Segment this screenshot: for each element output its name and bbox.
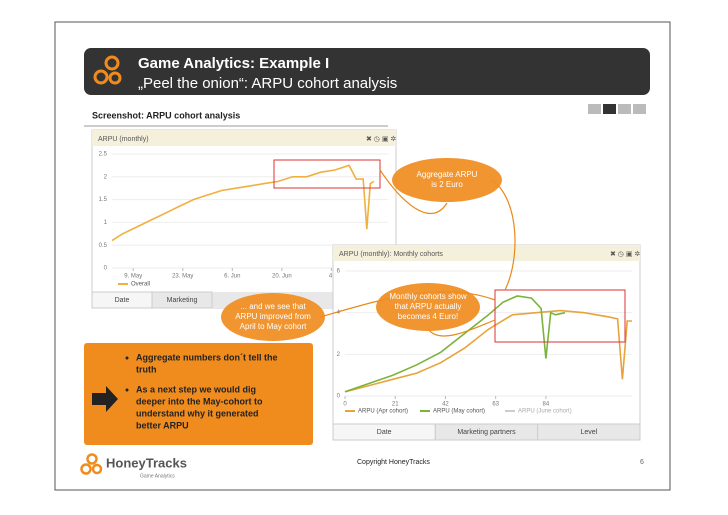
tab (151, 291, 213, 309)
bullet-text: truth (136, 364, 157, 374)
y-tick-label: 1 (104, 220, 108, 226)
y-tick-label: 2.5 (99, 152, 108, 158)
x-tick-label: 21 (392, 402, 399, 408)
tab-label: Date (377, 429, 392, 436)
callout-bubble (376, 283, 480, 331)
page-number: 6 (640, 459, 644, 466)
tab (537, 423, 641, 441)
y-tick-label: 2 (337, 352, 341, 358)
footer-logo (80, 453, 103, 475)
callout-arrow (427, 319, 496, 337)
line-series (344, 309, 632, 393)
bullet-text: Aggregate numbers don´t tell the (136, 352, 278, 362)
highlight-box (494, 289, 626, 343)
panel-icons: ✖ ◷ ▣ ✲ (610, 250, 640, 258)
panel-title: ARPU (monthly): Monthly cohorts (339, 251, 443, 258)
bullet-text: deeper into the May-cohort to (136, 396, 263, 406)
panel-title: ARPU (monthly) (98, 136, 149, 143)
x-tick-label: 6. Jun (224, 274, 240, 280)
bullet-text: understand why it generated (136, 408, 259, 418)
callout-text: becomes 4 Euro! (398, 312, 458, 321)
y-tick-label: 2 (104, 174, 108, 180)
legend-label: ARPU (June cohort) (518, 409, 572, 415)
callout-text: that ARPU actually (395, 302, 462, 311)
bullet-text: As a next step we would dig (136, 384, 256, 394)
y-tick-label: 0 (337, 394, 341, 400)
tab-label: Marketing (167, 297, 198, 304)
x-tick-label: 42 (442, 402, 449, 408)
bullet-dot (125, 356, 129, 360)
x-tick-label: 20. Jun (272, 274, 292, 280)
footer-logo-text: HoneyTracks (106, 455, 187, 470)
summary-box (84, 343, 313, 445)
x-tick-label: 84 (543, 402, 550, 408)
legend-label: ARPU (Apr cohort) (358, 409, 408, 415)
y-tick-label: 1.5 (99, 197, 108, 203)
callout-text: Aggregate ARPU (417, 170, 478, 179)
header-subtitle: „Peel the onion“: ARPU cohort analysis (138, 75, 397, 92)
header-bar (84, 48, 650, 95)
callout-text: Monthly cohorts show (389, 292, 467, 301)
y-tick-label: 0.5 (99, 243, 108, 249)
x-tick-label: 0 (343, 402, 347, 408)
callout-bubble (392, 158, 502, 202)
tab-label: Marketing partners (457, 429, 516, 436)
copyright: Copyright HoneyTracks (357, 459, 430, 466)
header-logo (93, 55, 122, 85)
line-series (111, 164, 375, 242)
tab-label: Level (580, 429, 597, 436)
chart-panel: ARPU (monthly): Monthly cohorts ✖ ◷ ▣ ✲ 0 2… (332, 244, 641, 441)
callout-text: ARPU improved from (235, 312, 311, 321)
highlight-box (273, 159, 381, 189)
panel-icons: ✖ ◷ ▣ ✲ (366, 135, 396, 143)
panel-header (333, 245, 640, 261)
x-tick-label: 23. May (172, 274, 193, 280)
panel-header (92, 130, 396, 146)
legend-label: Overall (131, 282, 150, 288)
tab-label: Date (115, 297, 130, 304)
x-tick-label: 9. May (124, 274, 142, 280)
callout-text: April to May cohort (240, 322, 307, 331)
section-label: Screenshot: ARPU cohort analysis (92, 110, 240, 120)
callout-arrow (491, 179, 516, 291)
arrow-icon (92, 386, 118, 412)
bullet-dot (125, 388, 129, 392)
chart-panel: ARPU (monthly) ✖ ◷ ▣ ✲ 0 0.5 1 1.5 2 2.5 9. May 2… (91, 129, 397, 309)
y-tick-label: 4 (337, 310, 341, 316)
legend-label: ARPU (May cohort) (433, 409, 485, 415)
progress-squares (588, 104, 646, 114)
y-tick-label: 6 (337, 269, 341, 275)
x-tick-label: 63 (492, 402, 499, 408)
callout-text: is 2 Euro (431, 180, 463, 189)
callout-bubble (221, 293, 325, 341)
line-series (344, 295, 566, 393)
callout-text: ... and we see that (240, 302, 306, 311)
y-tick-label: 0 (104, 266, 108, 272)
bullet-text: better ARPU (136, 420, 189, 430)
x-tick-label: 4. (329, 274, 334, 280)
callout-arrow (379, 169, 448, 215)
footer-logo-sub: Game Analytics (140, 473, 175, 479)
header-title: Game Analytics: Example I (138, 55, 329, 72)
